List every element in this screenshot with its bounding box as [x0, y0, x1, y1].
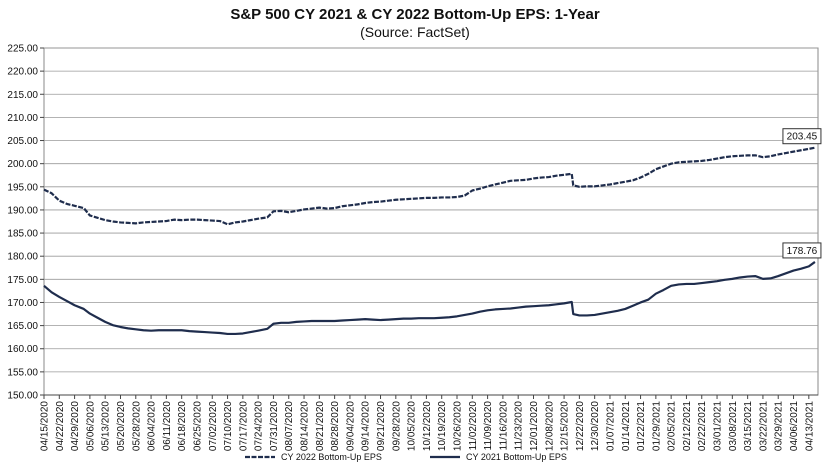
end-labels: 203.45 178.76	[782, 128, 822, 259]
y-tick-label: 150.00	[7, 391, 38, 402]
x-tick-label: 09/04/2020	[345, 401, 356, 451]
y-tick-label: 195.00	[7, 182, 38, 193]
x-tick-label: 03/01/2021	[713, 401, 724, 451]
x-tick-label: 07/17/2020	[238, 401, 249, 451]
x-tick-label: 09/28/2020	[391, 401, 402, 451]
y-tick-label: 165.00	[7, 321, 38, 332]
x-tick-label: 02/12/2021	[682, 401, 693, 451]
series-line-cy2021	[43, 261, 816, 336]
x-tick-label: 07/31/2020	[269, 401, 280, 451]
x-tick-label: 06/18/2020	[177, 401, 188, 451]
x-tick-label: 01/14/2021	[621, 401, 632, 451]
y-tick-label: 175.00	[7, 275, 38, 286]
x-axis: 04/15/2020 04/22/2020 04/29/2020 05/06/2020…	[40, 394, 818, 451]
x-tick-label: 05/28/2020	[131, 401, 142, 451]
x-tick-label: 06/25/2020	[192, 401, 203, 451]
x-tick-label: 02/05/2021	[667, 401, 678, 451]
end-label-box	[782, 242, 822, 259]
series-line-cy2022	[43, 146, 816, 226]
y-tick-label: 220.00	[7, 67, 38, 78]
x-tick-label: 04/15/2020	[40, 401, 51, 451]
y-tick-label: 205.00	[7, 136, 38, 147]
x-tick-label: 04/13/2021	[804, 401, 815, 451]
end-label-box	[782, 128, 822, 145]
x-tick-label: 04/06/2021	[789, 401, 800, 451]
y-tick-label: 180.00	[7, 252, 38, 263]
x-tick-label: 12/22/2020	[575, 401, 586, 451]
x-tick-label: 10/12/2020	[422, 401, 433, 451]
x-tick-label: 12/08/2020	[544, 401, 555, 451]
x-tick-label: 07/24/2020	[254, 401, 265, 451]
x-tick-label: 01/07/2021	[605, 401, 616, 451]
x-tick-label: 04/29/2020	[70, 401, 81, 451]
legend: CY 2022 Bottom-Up EPS CY 2021 Bottom-Up E…	[245, 452, 567, 462]
x-tick-label: 08/07/2020	[284, 401, 295, 451]
x-tick-label: 10/19/2020	[437, 401, 448, 451]
y-axis: 150.00 155.00 160.00 165.00 170.00 175.00 180.…	[7, 44, 44, 402]
x-tick-label: 06/11/2020	[162, 401, 173, 451]
chart-subtitle: (Source: FactSet)	[360, 24, 470, 40]
x-tick-label: 03/08/2021	[728, 401, 739, 451]
y-tick-label: 185.00	[7, 229, 38, 240]
series-layer	[43, 146, 816, 336]
y-tick-label: 215.00	[7, 90, 38, 101]
x-tick-label: 09/14/2020	[361, 401, 372, 451]
end-value-label: 203.45	[787, 132, 818, 143]
x-tick-label: 08/21/2020	[315, 401, 326, 451]
x-tick-label: 01/22/2021	[636, 401, 647, 451]
y-tick-label: 225.00	[7, 44, 38, 55]
x-tick-label: 08/14/2020	[300, 401, 311, 451]
x-tick-label: 05/06/2020	[85, 401, 96, 451]
x-tick-label: 12/15/2020	[560, 401, 571, 451]
x-tick-label: 05/13/2020	[101, 401, 112, 451]
x-tick-label: 11/09/2020	[483, 401, 494, 451]
x-tick-label: 12/01/2020	[529, 401, 540, 451]
x-tick-label: 07/10/2020	[223, 401, 234, 451]
y-tick-label: 160.00	[7, 344, 38, 355]
x-tick-label: 11/02/2020	[468, 401, 479, 451]
x-tick-label: 05/20/2020	[116, 401, 127, 451]
legend-label: CY 2022 Bottom-Up EPS	[281, 452, 382, 462]
y-tick-label: 200.00	[7, 159, 38, 170]
x-tick-label: 02/22/2021	[697, 401, 708, 451]
end-value-label: 178.76	[787, 246, 818, 257]
x-tick-label: 09/21/2020	[376, 401, 387, 451]
x-tick-label: 01/29/2021	[651, 401, 662, 451]
x-tick-label: 11/16/2020	[498, 401, 509, 451]
x-tick-label: 10/05/2020	[407, 401, 418, 451]
x-tick-label: 12/30/2020	[590, 401, 601, 451]
x-tick-label: 11/23/2020	[514, 401, 525, 451]
x-tick-label: 03/22/2021	[758, 401, 769, 451]
y-tick-label: 170.00	[7, 298, 38, 309]
x-tick-label: 04/22/2020	[55, 401, 66, 451]
x-tick-label: 07/02/2020	[208, 401, 219, 451]
x-tick-label: 06/04/2020	[147, 401, 158, 451]
x-tick-label: 03/29/2021	[774, 401, 785, 451]
x-tick-label: 10/26/2020	[453, 401, 464, 451]
y-tick-label: 210.00	[7, 113, 38, 124]
legend-label: CY 2021 Bottom-Up EPS	[466, 452, 567, 462]
y-tick-label: 190.00	[7, 205, 38, 216]
chart-title: S&P 500 CY 2021 & CY 2022 Bottom-Up EPS:…	[230, 6, 600, 23]
x-tick-label: 03/15/2021	[743, 401, 754, 451]
x-tick-label: 08/28/2020	[330, 401, 341, 451]
y-tick-label: 155.00	[7, 367, 38, 378]
